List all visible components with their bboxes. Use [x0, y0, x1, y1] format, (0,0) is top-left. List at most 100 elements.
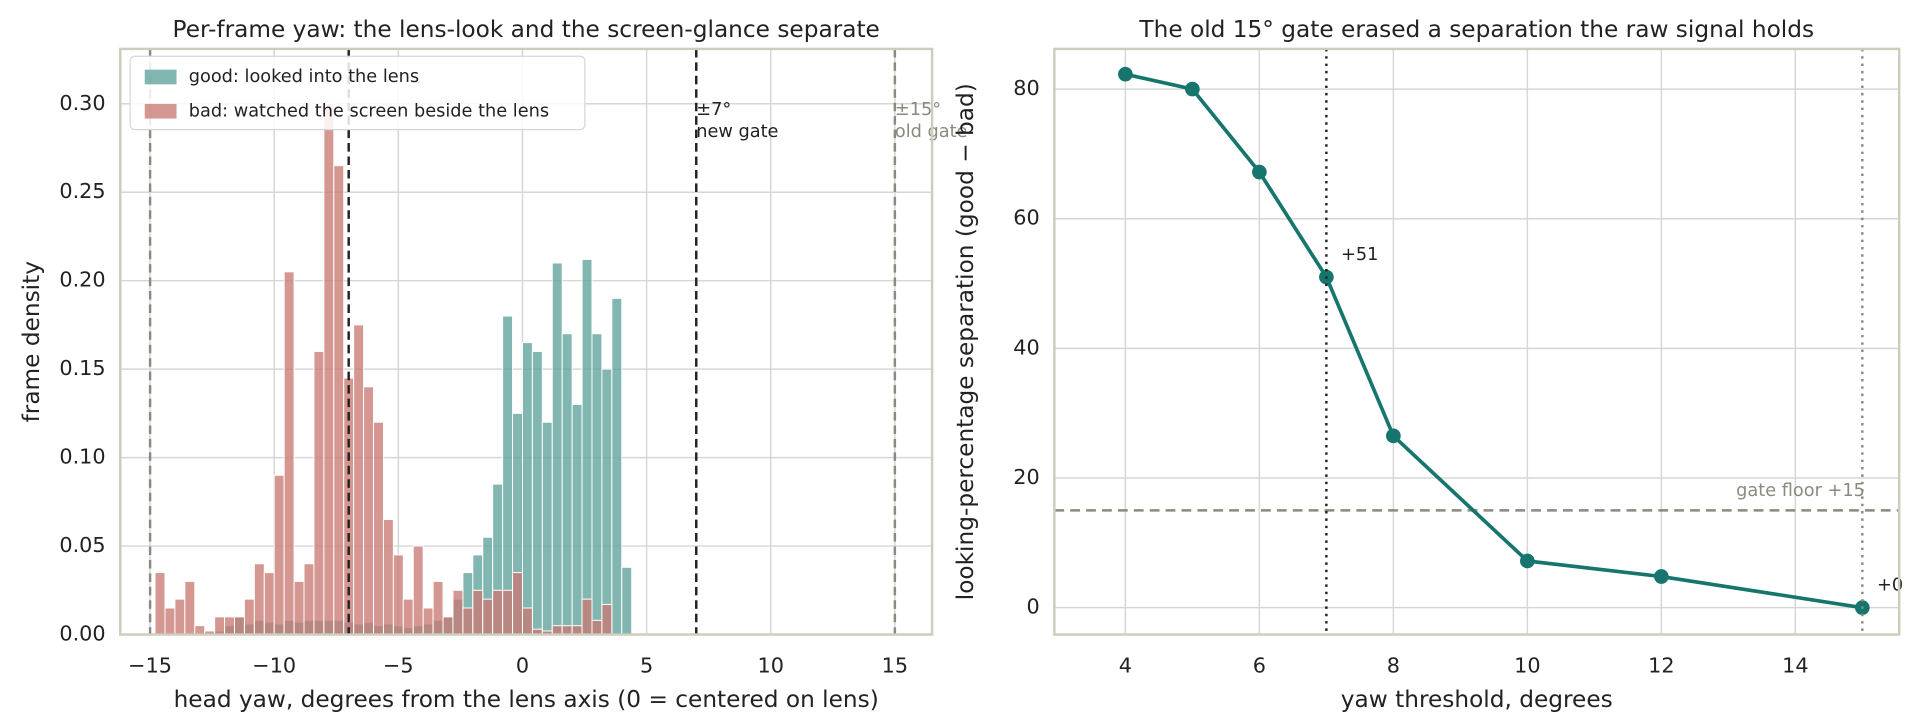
histogram-bar	[581, 258, 593, 636]
data-point	[1185, 81, 1200, 97]
x-tick-label: 14	[1782, 653, 1808, 677]
axes-frame	[1053, 47, 1901, 636]
histogram-bar	[621, 566, 633, 636]
histogram-bar	[541, 421, 553, 636]
histogram-bar	[561, 333, 573, 636]
histogram-bar	[234, 616, 245, 636]
histogram-bar	[313, 350, 325, 636]
x-tick-label: −10	[252, 653, 296, 677]
histogram-bar	[462, 607, 474, 636]
histogram-bar	[412, 545, 424, 636]
histogram-bar	[214, 616, 226, 636]
histogram-bar	[154, 572, 166, 636]
legend-swatch	[144, 69, 177, 85]
histogram-bar	[303, 563, 315, 636]
value-label: +51	[1341, 245, 1378, 265]
y-tick-label: 0	[1026, 595, 1039, 619]
histogram-bar	[283, 271, 295, 636]
histogram-bar	[243, 598, 255, 636]
legend-box	[129, 55, 586, 131]
histogram-bar	[561, 625, 573, 636]
histogram-bar	[253, 563, 265, 636]
data-point	[1118, 66, 1133, 82]
x-tick-label: 5	[640, 653, 653, 677]
legend: good: looked into the lens bad: watched t…	[129, 55, 586, 131]
reference-label: gate floor +15	[1736, 481, 1865, 501]
histogram-bar	[273, 474, 285, 636]
histogram-bar	[611, 297, 623, 636]
histogram-bar	[442, 616, 454, 636]
histogram-bar	[402, 598, 414, 636]
panel: The old 15° gate erased a separation the…	[952, 16, 1903, 713]
histogram-bar	[184, 580, 196, 636]
histogram-bar	[591, 619, 603, 636]
x-tick-label: 8	[1387, 653, 1400, 677]
x-axis-label: yaw threshold, degrees	[1341, 686, 1613, 713]
histogram-bar	[452, 589, 464, 636]
histogram-bar	[263, 572, 275, 636]
histogram-bar	[571, 404, 583, 636]
y-axis-label: looking-percentage separation (good − ba…	[952, 83, 979, 600]
histogram-bar	[164, 607, 176, 636]
y-tick-label: 0.30	[59, 91, 105, 115]
x-tick-label: 4	[1119, 653, 1132, 677]
axes-frame	[119, 47, 934, 636]
data-point	[1252, 164, 1267, 180]
y-tick-label: 0.15	[59, 356, 105, 380]
legend-label: bad: watched the screen beside the lens	[189, 101, 549, 121]
x-tick-label: 12	[1648, 653, 1674, 677]
annotation: new gate	[696, 122, 778, 142]
x-tick-label: −15	[128, 653, 172, 677]
y-tick-label: 0.10	[59, 445, 105, 469]
histogram-bar	[601, 368, 613, 636]
y-tick-label: 40	[1013, 335, 1039, 359]
annotation: ±7°	[696, 100, 731, 120]
histogram-bar	[323, 103, 335, 636]
data-point	[1654, 569, 1669, 584]
histogram-bar	[382, 519, 394, 636]
y-tick-label: 0.25	[59, 179, 105, 203]
histogram-bar	[363, 386, 375, 636]
histogram-bar	[373, 421, 384, 636]
histogram-bar	[551, 625, 563, 636]
histogram-bar	[551, 262, 563, 636]
histogram-bar	[601, 603, 613, 636]
histogram-bar	[502, 589, 514, 636]
x-tick-label: 6	[1253, 653, 1266, 677]
y-tick-label: 20	[1013, 465, 1039, 489]
y-tick-label: 60	[1013, 206, 1039, 230]
chart-title: The old 15° gate erased a separation the…	[1138, 16, 1814, 43]
histogram-bar	[512, 572, 523, 636]
chart-title: Per-frame yaw: the lens-look and the scr…	[173, 16, 880, 43]
value-label: +0	[1877, 576, 1903, 596]
histogram-bar	[392, 554, 404, 636]
histogram-bar	[581, 598, 593, 636]
y-tick-label: 80	[1013, 76, 1039, 100]
histogram-bar	[472, 589, 484, 636]
histogram-bar	[521, 607, 533, 636]
histogram-bar	[531, 350, 543, 636]
x-tick-label: 10	[1514, 653, 1540, 677]
y-tick-label: 0.05	[59, 533, 105, 557]
histogram-bar	[492, 589, 504, 636]
histogram-bar	[333, 165, 345, 636]
y-tick-label: 0.20	[59, 268, 105, 292]
histogram-bar	[482, 598, 494, 636]
histogram-bar	[502, 315, 514, 636]
data-point	[1520, 553, 1535, 569]
x-tick-label: 15	[882, 653, 908, 677]
legend-swatch	[144, 103, 177, 119]
histogram-bar	[571, 625, 583, 636]
x-tick-label: 10	[758, 653, 784, 677]
histogram-bar	[353, 324, 365, 636]
data-point	[1386, 428, 1401, 444]
y-tick-label: 0.00	[59, 622, 105, 646]
histogram-bar	[422, 607, 434, 636]
histogram-bar	[521, 342, 533, 636]
histogram-bar	[224, 616, 235, 636]
histogram-bar	[432, 580, 444, 636]
x-axis-label: head yaw, degrees from the lens axis (0 …	[174, 686, 879, 713]
histogram-bar	[293, 580, 305, 636]
